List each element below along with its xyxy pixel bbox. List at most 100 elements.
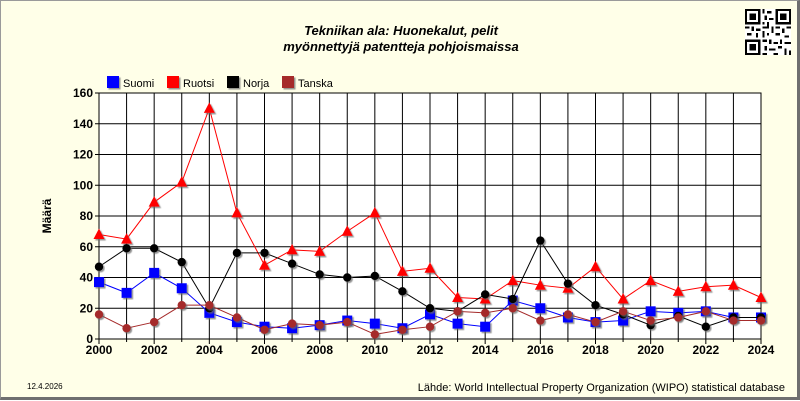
footer-source: Lähde: World Intellectual Property Organ…: [417, 382, 785, 394]
x-tick-label: 2022: [692, 343, 719, 357]
data-point-tanska: [398, 325, 407, 334]
x-tick-label: 2018: [582, 343, 609, 357]
legend-item-ruotsi: Ruotsi: [167, 76, 214, 90]
series-group: [93, 102, 767, 339]
x-tick-label: 2024: [748, 343, 775, 357]
data-point-tanska: [591, 317, 600, 327]
data-point-norja: [343, 273, 352, 282]
data-point-suomi: [287, 323, 298, 334]
data-point-norja: [701, 322, 711, 331]
x-tick-label: 2004: [196, 343, 223, 357]
y-tick-label: 120: [73, 148, 93, 162]
x-tick-label: 2000: [86, 343, 113, 357]
data-point-ruotsi: [590, 260, 601, 272]
y-tick-label: 60: [80, 240, 94, 254]
data-point-tanska: [453, 307, 462, 316]
data-point-norja: [315, 270, 324, 279]
legend-swatch: [107, 76, 119, 88]
x-tick-label: 2014: [472, 343, 499, 357]
data-point-tanska: [618, 307, 628, 316]
legend-label: Norja: [243, 78, 270, 90]
data-point-norja: [536, 236, 545, 245]
data-point-norja: [177, 257, 186, 267]
data-point-suomi: [121, 287, 132, 298]
data-point-suomi: [94, 277, 104, 288]
data-point-norja: [149, 244, 159, 253]
legend-item-tanska: Tanska: [282, 76, 334, 90]
data-point-tanska: [260, 325, 269, 334]
data-point-ruotsi: [672, 285, 684, 296]
data-point-ruotsi: [727, 279, 739, 290]
data-point-suomi: [149, 267, 160, 278]
legend-item-suomi: Suomi: [107, 76, 154, 90]
data-point-suomi: [535, 303, 546, 314]
data-point-ruotsi: [369, 206, 381, 218]
data-point-suomi: [480, 321, 491, 332]
data-point-ruotsi: [231, 206, 243, 218]
data-point-ruotsi: [452, 291, 464, 302]
series-ruotsi: [93, 102, 767, 304]
x-axis-ticks: 2000 2002 2004 2006 2008 2010 2012 2014 2016 2018…: [86, 339, 775, 357]
data-point-tanska: [343, 317, 352, 327]
data-point-tanska: [536, 316, 545, 325]
data-point-suomi: [369, 318, 380, 329]
x-tick-label: 2012: [417, 343, 444, 357]
data-point-norja: [425, 304, 435, 313]
data-point-tanska: [729, 316, 738, 325]
data-point-ruotsi: [645, 274, 657, 286]
data-point-tanska: [94, 310, 104, 319]
data-point-tanska: [646, 316, 655, 325]
data-point-tanska: [287, 319, 297, 328]
chart-title: Tekniikan ala: Huonekalut, pelit: [304, 23, 498, 38]
data-point-ruotsi: [534, 279, 546, 290]
x-tick-label: 2010: [361, 343, 388, 357]
legend-label: Ruotsi: [183, 78, 214, 90]
y-tick-label: 20: [80, 301, 94, 315]
footer-date: 12.4.2026: [27, 382, 63, 391]
data-point-tanska: [370, 330, 380, 339]
data-point-norja: [508, 294, 517, 304]
legend-swatch: [282, 76, 294, 88]
data-point-tanska: [508, 304, 517, 313]
data-point-norja: [122, 244, 131, 253]
legend-label: Tanska: [298, 78, 334, 90]
y-tick-label: 160: [73, 86, 93, 100]
legend-swatch: [167, 76, 179, 88]
chart-subtitle: myönnettyjä patentteja pohjoismaissa: [283, 39, 519, 54]
data-point-tanska: [177, 300, 186, 310]
data-point-tanska: [315, 320, 324, 330]
legend-item-norja: Norja: [227, 76, 270, 90]
data-point-tanska: [563, 310, 573, 319]
x-tick-label: 2006: [251, 343, 278, 357]
series-tanska: [94, 300, 766, 339]
data-point-norja: [480, 290, 490, 299]
data-point-suomi: [452, 318, 463, 329]
data-point-suomi: [176, 283, 187, 294]
data-point-suomi: [204, 307, 215, 318]
data-point-tanska: [149, 317, 159, 327]
y-tick-label: 80: [80, 209, 94, 223]
data-point-ruotsi: [203, 102, 215, 113]
y-tick-label: 100: [73, 178, 93, 192]
data-point-norja: [232, 248, 242, 258]
data-point-ruotsi: [617, 293, 629, 304]
y-tick-label: 40: [80, 271, 94, 285]
y-axis-ticks: 0 20 40 60 80 100 120 140 160: [73, 86, 99, 346]
data-point-ruotsi: [424, 262, 436, 273]
data-point-norja: [398, 287, 407, 296]
legend-label: Suomi: [123, 78, 154, 90]
data-point-suomi: [231, 317, 242, 328]
data-point-norja: [287, 259, 297, 268]
data-point-suomi: [618, 315, 629, 326]
data-point-norja: [591, 300, 600, 310]
legend: Suomi Ruotsi Norja Tanska: [107, 76, 334, 90]
data-point-tanska: [701, 307, 711, 316]
data-point-ruotsi: [314, 245, 326, 256]
data-point-suomi: [425, 309, 435, 320]
y-axis-label: Määrä: [40, 198, 54, 233]
data-point-norja: [94, 262, 104, 271]
data-point-suomi: [645, 306, 656, 317]
data-point-tanska: [205, 300, 214, 310]
